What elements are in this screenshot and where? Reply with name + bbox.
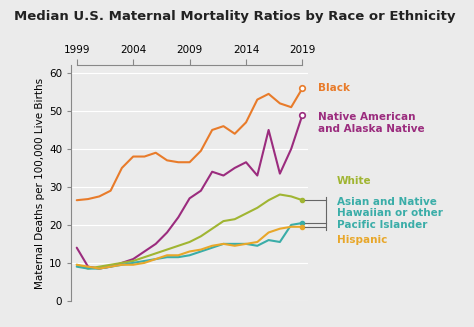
Text: Native American
and Alaska Native: Native American and Alaska Native bbox=[318, 112, 424, 134]
Text: White: White bbox=[337, 176, 371, 186]
Text: Hispanic: Hispanic bbox=[337, 235, 387, 245]
Text: Black: Black bbox=[318, 83, 350, 93]
Text: Median U.S. Maternal Mortality Ratios by Race or Ethnicity: Median U.S. Maternal Mortality Ratios by… bbox=[14, 10, 456, 23]
Text: Asian and Native
Hawaiian or other
Pacific Islander: Asian and Native Hawaiian or other Pacif… bbox=[337, 197, 442, 230]
Y-axis label: Maternal Deaths per 100,000 Live Births: Maternal Deaths per 100,000 Live Births bbox=[35, 77, 45, 289]
